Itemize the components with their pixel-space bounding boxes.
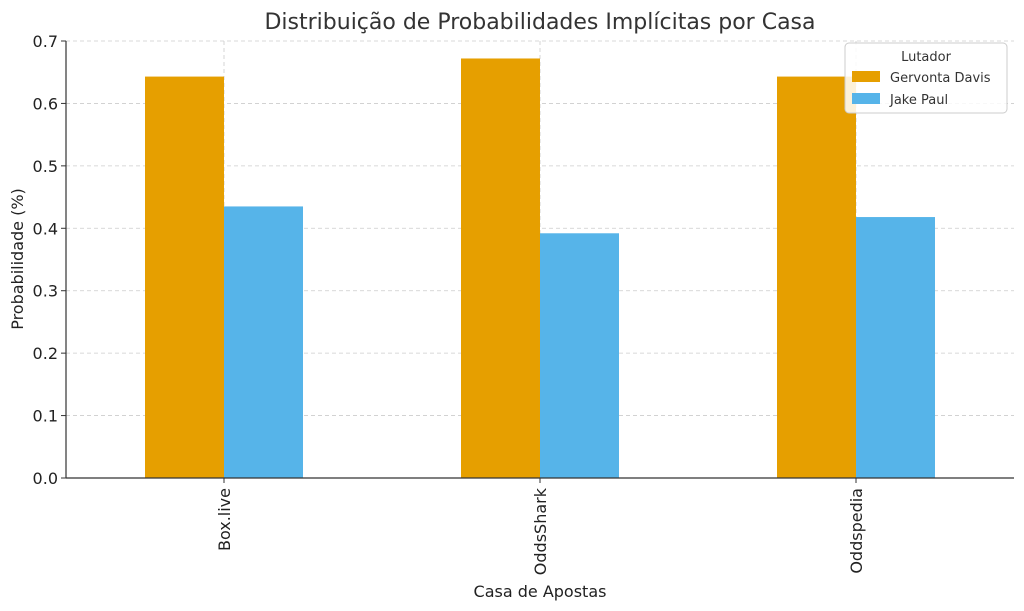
legend-swatch: [852, 93, 880, 104]
bar-gervonta-davis-oddsshark: [461, 58, 540, 478]
legend: Lutador Gervonta Davis Jake Paul: [844, 42, 1008, 114]
bar-jake-paul-box-live: [224, 206, 303, 478]
y-tick-label: 0.5: [33, 157, 58, 176]
x-tick-label: OddsShark: [531, 487, 550, 575]
chart-title: Distribuição de Probabilidades Implícita…: [264, 10, 815, 35]
y-tick-label: 0.6: [33, 94, 58, 113]
legend-label: Jake Paul: [889, 93, 948, 108]
legend-swatch: [852, 71, 880, 82]
x-tick-label: Box.live: [215, 488, 234, 551]
y-tick-label: 0.4: [33, 219, 58, 238]
x-tick-label: Oddspedia: [847, 488, 866, 574]
legend-label: Gervonta Davis: [890, 71, 991, 86]
bar-gervonta-davis-box-live: [145, 76, 224, 478]
bar-gervonta-davis-oddspedia: [777, 76, 856, 478]
bar-jake-paul-oddsshark: [540, 233, 619, 478]
y-tick-label: 0.0: [33, 469, 58, 488]
y-tick-label: 0.7: [33, 32, 58, 51]
bars-layer: [145, 58, 935, 478]
x-ticks: Box.live OddsShark Oddspedia: [215, 478, 866, 575]
x-axis-label: Casa de Apostas: [474, 582, 607, 601]
y-tick-label: 0.1: [33, 407, 58, 426]
legend-items: Gervonta Davis Jake Paul: [852, 71, 991, 108]
y-axis-label: Probabilidade (%): [8, 188, 27, 330]
y-tick-label: 0.3: [33, 282, 58, 301]
legend-box: [844, 42, 1008, 114]
y-tick-label: 0.2: [33, 344, 58, 363]
bar-jake-paul-oddspedia: [856, 217, 935, 478]
legend-title: Lutador: [901, 50, 952, 65]
y-ticks: 0.0 0.1 0.2 0.3 0.4 0.5 0.6 0.7: [33, 32, 66, 488]
